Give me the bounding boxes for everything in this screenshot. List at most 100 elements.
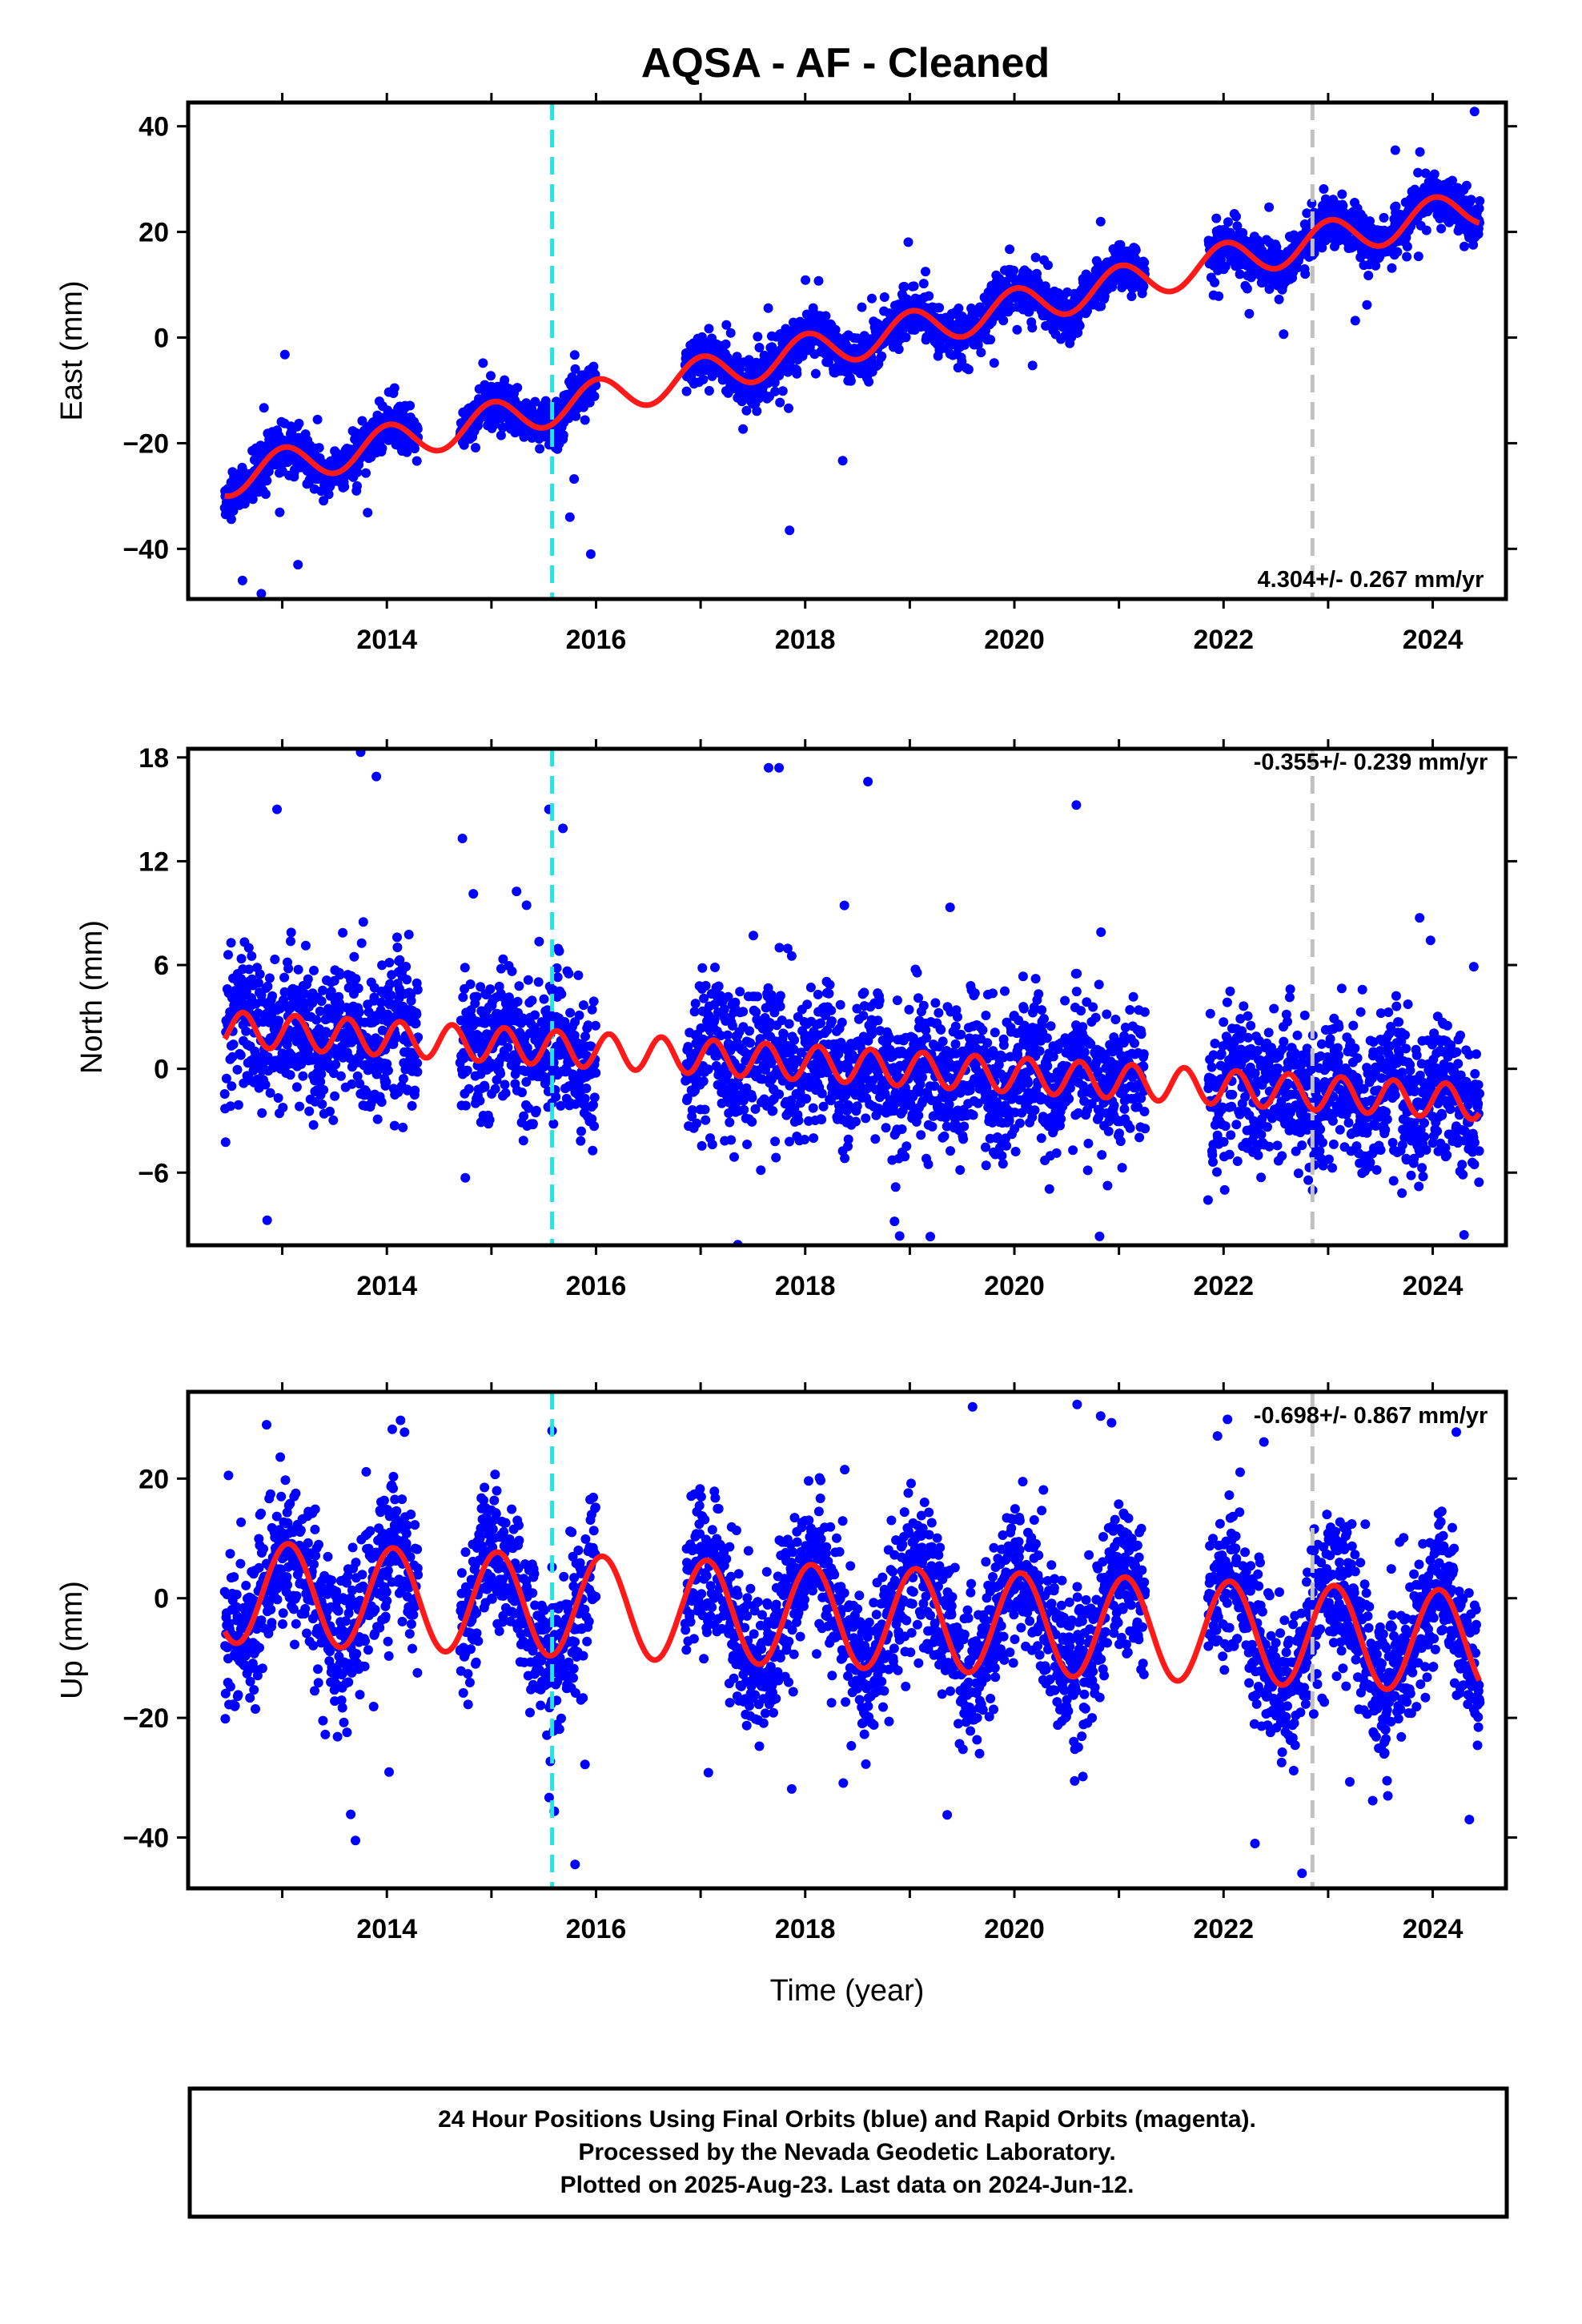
east-data-point [681,386,692,396]
east-data-point [1475,196,1485,206]
north-data-point [826,1005,837,1015]
north-data-point [687,1105,697,1115]
east-data-point [352,480,362,491]
east-data-point [784,403,793,413]
north-data-point [551,1092,561,1102]
north-data-point [890,1182,901,1192]
east-data-point [1468,239,1479,250]
north-data-point [325,1106,335,1116]
north-data-point [730,997,741,1007]
east-data-point [530,396,540,407]
north-data-point [583,1020,593,1031]
east-data-point [864,376,874,387]
north-data-point [309,965,319,975]
north-data-point [476,982,486,992]
east-data-point [239,499,250,509]
east-model-curve [224,194,1480,499]
east-data-point [1139,257,1150,267]
north-data-point [235,1050,246,1060]
east-data-point [1302,208,1312,219]
north-data-point [316,996,327,1007]
east-x-tick-label: 2024 [1403,625,1464,655]
north-data-point [398,1074,408,1084]
north-data-point [707,1140,717,1150]
north-data-point [698,1076,709,1087]
north-data-point [270,955,280,964]
north-data-point [274,1015,284,1026]
east-data-point [519,432,529,442]
east-data-point [957,356,967,367]
north-data-point [500,1088,511,1098]
north-data-point [376,997,386,1007]
north-data-point [554,946,564,956]
north-data-point [523,975,533,985]
north-data-point [472,991,482,1002]
north-data-point [492,1343,502,1353]
north-data-point [372,1114,383,1124]
east-data-point [1390,145,1400,155]
north-data-point [315,1076,326,1087]
north-data-point [745,1038,755,1048]
north-data-point [701,980,711,991]
east-data-point [1244,308,1255,319]
north-data-point [589,1092,600,1103]
north-data-point [263,981,273,991]
north-data-point [770,1136,781,1147]
east-data-point [830,324,841,335]
north-data-point [391,1032,401,1043]
east-data-point [1371,260,1381,271]
north-data-point [747,1092,757,1103]
east-data-point [279,349,290,360]
east-data-point [389,383,400,393]
north-data-point [304,1106,315,1116]
north-data-point [751,1007,761,1017]
north-data-point [771,1152,781,1163]
north-data-point [782,943,793,954]
east-data-point [1009,265,1019,275]
north-data-point [753,991,762,1002]
east-data-point [558,430,568,440]
east-data-point [1402,241,1412,251]
north-data-point [889,1216,900,1227]
north-data-point [576,1136,586,1146]
north-data-point [726,1135,737,1145]
east-data-point [1392,247,1403,257]
east-data-point [471,443,480,452]
north-data-point [716,1031,726,1041]
north-data-point [588,996,599,1007]
north-data-point [484,1115,495,1125]
north-data-point [356,938,367,948]
north-data-point [757,1074,767,1084]
north-data-point [558,823,568,834]
north-data-point [789,1035,800,1045]
north-data-point [392,943,403,952]
north-data-point [412,1067,423,1077]
north-data-point [843,1134,853,1144]
east-data-point [704,386,714,396]
east-data-point [294,418,304,428]
north-data-point [709,1015,720,1024]
north-data-point [586,1041,596,1051]
north-data-point [458,992,468,1003]
east-data-point [903,237,913,247]
north-data-point [316,1069,327,1080]
east-x-tick-label: 2020 [984,625,1045,655]
north-data-point [485,984,496,995]
east-data-point [909,281,919,292]
east-data-point [893,344,904,355]
east-data-point [1319,184,1329,194]
north-data-point [498,954,508,964]
east-data-point [899,282,909,292]
east-data-point [1242,283,1252,294]
east-data-point [777,386,788,396]
east-data-point [1279,329,1289,340]
east-data-point [845,376,856,386]
north-data-point [279,995,288,1005]
east-plot-frame [186,100,1508,601]
north-data-point [291,1082,302,1092]
north-data-point [574,1010,584,1020]
north-data-point [697,963,708,973]
east-data-point [486,371,496,381]
east-data-point [275,507,285,517]
